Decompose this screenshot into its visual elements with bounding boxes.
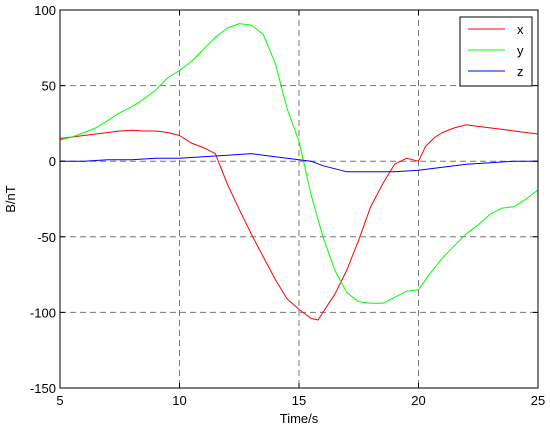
ticks: 5 10 15 20 25 -150 -100 -50 0 50 100 [30, 3, 545, 408]
series-line-y [59, 23, 539, 304]
x-tick-label: 15 [292, 393, 306, 408]
y-tick-label: -150 [30, 381, 56, 396]
y-tick-label: -100 [30, 305, 56, 320]
y-tick-label: -50 [37, 230, 56, 245]
series-line-x [59, 124, 539, 321]
series-line-z [60, 153, 538, 173]
x-tick-label: 10 [172, 393, 186, 408]
legend-label-z: z [517, 64, 524, 79]
x-tick-label: 20 [411, 393, 425, 408]
x-tick-label: 5 [56, 393, 63, 408]
series-layer [59, 23, 539, 321]
legend-label-x: x [517, 22, 524, 37]
y-tick-label: 0 [49, 154, 56, 169]
legend-label-y: y [517, 43, 524, 58]
y-axis-label: B/nT [3, 185, 18, 213]
grid [60, 10, 538, 388]
y-tick-label: 100 [34, 3, 56, 18]
legend: xyz [459, 16, 533, 87]
y-tick-label: 50 [42, 79, 56, 94]
x-tick-label: 25 [531, 393, 545, 408]
x-axis-label: Time/s [280, 411, 319, 426]
